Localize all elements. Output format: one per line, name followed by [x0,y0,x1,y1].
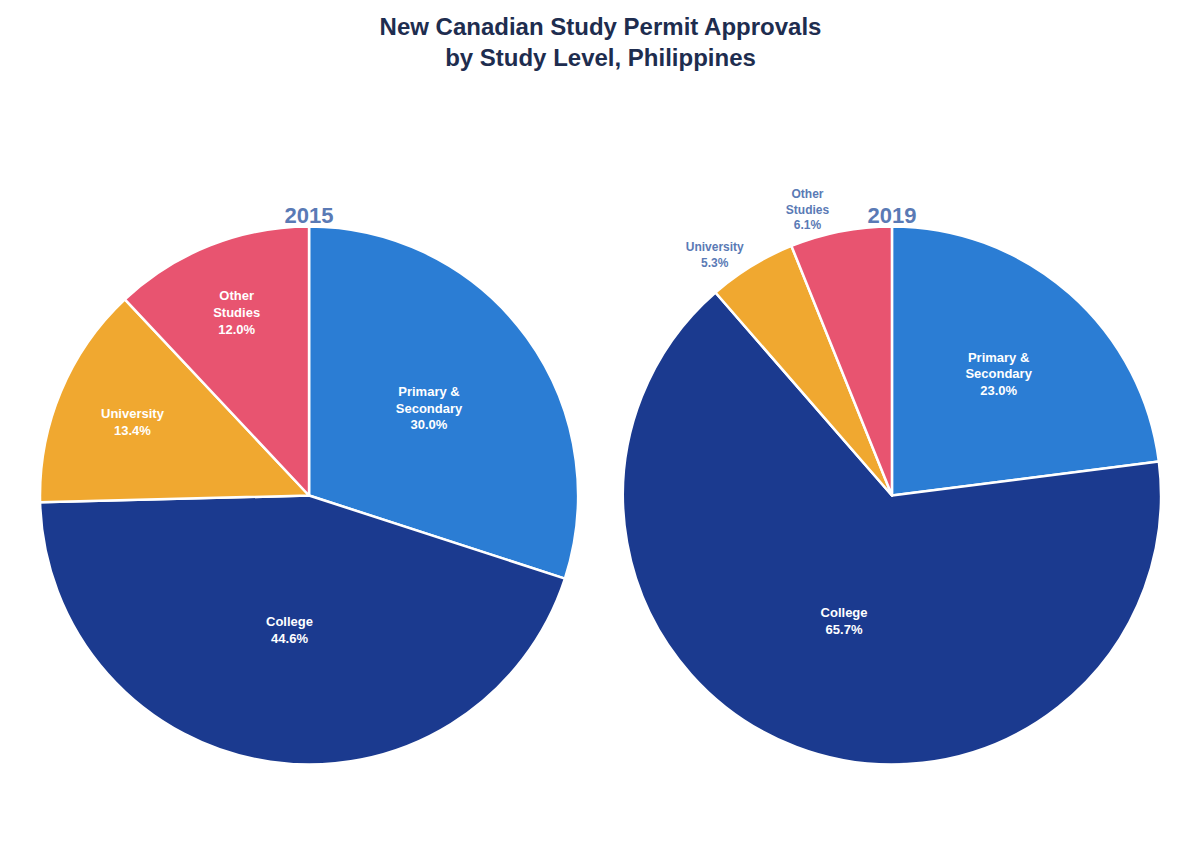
svg-text:OtherStudies6.1%: OtherStudies6.1% [786,187,830,232]
svg-text:2015: 2015 [285,203,334,228]
svg-text:OtherStudies12.0%: OtherStudies12.0% [213,288,260,337]
svg-text:Primary &Secondary30.0%: Primary &Secondary30.0% [396,384,463,433]
svg-text:University13.4%: University13.4% [101,406,165,438]
svg-text:College65.7%: College65.7% [821,605,868,637]
svg-text:University5.3%: University5.3% [686,240,744,270]
svg-text:2019: 2019 [867,203,916,228]
svg-text:College44.6%: College44.6% [266,614,313,646]
svg-text:Primary &Secondary23.0%: Primary &Secondary23.0% [965,350,1032,399]
svg-text:New Canadian Study Permit Appr: New Canadian Study Permit Approvalsby St… [380,13,822,71]
